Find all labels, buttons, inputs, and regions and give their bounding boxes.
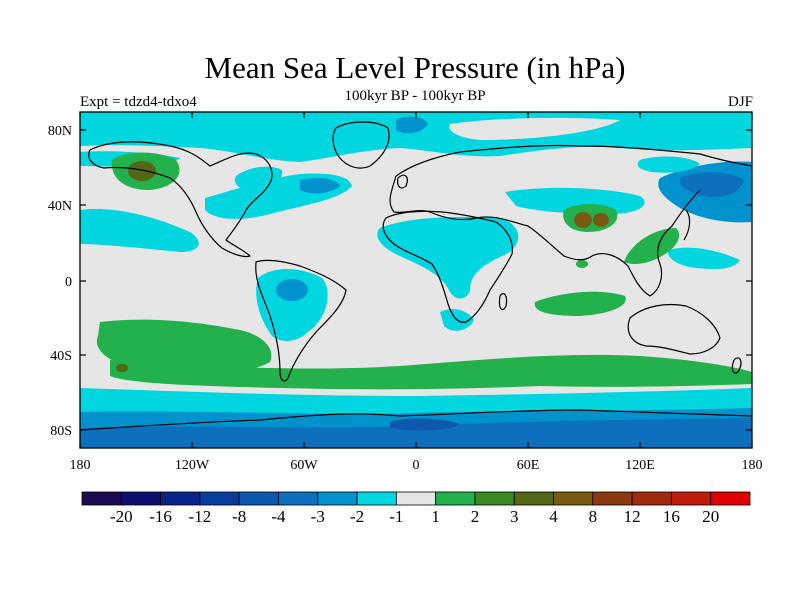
antarctica-coast	[80, 409, 752, 431]
colorbar-swatch	[435, 491, 476, 506]
colorbar-label: -20	[110, 507, 133, 526]
colorbar-label: 3	[510, 507, 519, 526]
colorbar-swatch	[278, 491, 319, 506]
australia-coast	[627, 303, 721, 355]
colorbar-label: 8	[589, 507, 598, 526]
north-america-coast	[88, 141, 273, 258]
south-america-cyan-low	[256, 269, 328, 341]
coastlines	[80, 121, 752, 431]
canada-cyan-low	[234, 166, 283, 192]
north-pacific-cyan-band	[80, 208, 199, 252]
greenland-coast	[332, 121, 390, 169]
colorbar-swatch	[553, 491, 594, 506]
west-pacific-cyan	[667, 247, 740, 270]
colorbar-label: 1	[431, 507, 440, 526]
colorbar-swatch	[592, 491, 633, 506]
kamchatka-cyan	[637, 156, 700, 173]
south-america-coast	[255, 259, 347, 382]
alaska-olive-core	[128, 161, 156, 181]
india-green-spot	[576, 260, 588, 268]
colorbar-label: 2	[471, 507, 480, 526]
colorbar-label: -16	[149, 507, 172, 526]
pressure-field	[80, 112, 752, 448]
colorbar-swatch	[317, 491, 358, 506]
lat-tick-label: 0	[65, 275, 72, 290]
south-indian-green-high	[534, 291, 626, 316]
lat-tick-label: 80N	[48, 124, 72, 139]
colorbar-label: 16	[663, 507, 680, 526]
colorbar-swatch	[81, 491, 122, 506]
antarctic-blue-band	[80, 418, 752, 448]
colorbar-label: -4	[271, 507, 286, 526]
south-america-blue-core	[276, 279, 308, 301]
lat-tick-label: 40S	[50, 349, 72, 364]
antarctic-deep-blue-patch	[390, 418, 460, 431]
south-pacific-olive-core	[116, 364, 128, 372]
madagascar-coast	[498, 293, 508, 311]
new-zealand-coast	[731, 357, 742, 374]
colorbar-swatch	[120, 491, 161, 506]
colorbar-swatch	[356, 491, 397, 506]
lat-tick-label: 40N	[48, 199, 72, 214]
colorbar-label: -3	[311, 507, 325, 526]
chart-subtitle: 100kyr BP - 100kyr BP	[344, 88, 486, 104]
lon-tick-label: 120E	[625, 458, 655, 473]
lon-tick-label: 180	[70, 458, 91, 473]
colorbar-swatch	[199, 491, 240, 506]
east-asia-deep-blue-core	[679, 172, 744, 198]
colorbar-label: -12	[189, 507, 212, 526]
south-atlantic-indian-green-band	[110, 354, 752, 390]
colorbar-label: -1	[389, 507, 403, 526]
experiment-label: Expt = tdzd4-tdxo4	[80, 94, 197, 110]
africa-coast	[382, 210, 513, 323]
colorbar-label: 4	[549, 507, 558, 526]
lon-tick-label: 60E	[517, 458, 540, 473]
chart-title: Mean Sea Level Pressure (in hPa)	[204, 50, 626, 85]
colorbar-swatch	[631, 491, 672, 506]
china-green-high	[624, 228, 680, 264]
axis-ticks: 80N 40N 0 40S 80S 180 120W 60W 0 60E 120E 180	[48, 112, 763, 473]
colorbar-label: 20	[702, 507, 719, 526]
tibet-brown-core-west	[574, 212, 592, 228]
japan-coast	[683, 209, 691, 241]
uk-coast	[397, 174, 408, 189]
lon-tick-label: 0	[413, 458, 420, 473]
colorbar-swatch	[474, 491, 515, 506]
tibet-brown-core-east	[593, 213, 609, 227]
colorbar-label: -2	[350, 507, 364, 526]
greenland-blue-core	[396, 116, 428, 134]
colorbar-label: 12	[624, 507, 641, 526]
colorbar-label: -8	[232, 507, 246, 526]
colorbar: -20 -16 -12 -8 -4 -3 -2 -1 1 2 3 4 8 12 16 20	[81, 491, 751, 526]
south-pacific-green-high	[96, 319, 272, 374]
lat-tick-label: 80S	[50, 424, 72, 439]
colorbar-swatch	[395, 491, 437, 506]
africa-cyan-low	[377, 217, 519, 299]
arctic-light-gap	[449, 117, 620, 140]
colorbar-swatch	[513, 491, 554, 506]
lon-tick-label: 180	[742, 458, 763, 473]
north-atlantic-blue-core	[300, 178, 340, 194]
lon-tick-label: 120W	[175, 458, 210, 473]
colorbar-swatch	[238, 491, 279, 506]
season-label: DJF	[727, 94, 753, 110]
colorbar-swatch	[671, 491, 712, 506]
colorbar-swatch	[160, 491, 201, 506]
lon-tick-label: 60W	[290, 458, 318, 473]
colorbar-swatch	[710, 491, 751, 506]
